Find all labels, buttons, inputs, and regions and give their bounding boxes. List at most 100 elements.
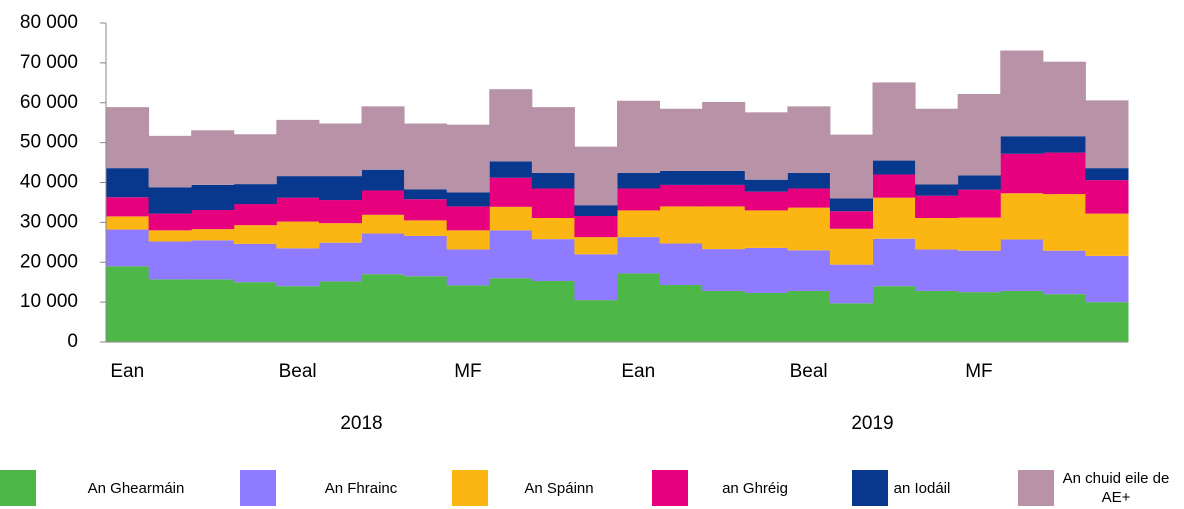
area-step <box>1000 290 1044 342</box>
area-step <box>318 223 362 243</box>
area-step <box>489 161 533 178</box>
area-step <box>531 188 575 218</box>
area-step <box>106 107 150 169</box>
area-step <box>829 228 873 265</box>
area-step <box>1042 194 1086 251</box>
area-step <box>1000 193 1044 240</box>
area-step <box>829 134 873 199</box>
area-step <box>318 281 362 342</box>
area-step <box>191 184 235 211</box>
area-step <box>659 243 703 285</box>
area-step <box>489 230 533 279</box>
area-step <box>872 286 916 342</box>
area-step <box>276 248 320 287</box>
area-step <box>872 160 916 175</box>
area-step <box>787 207 831 251</box>
area-step <box>702 170 746 185</box>
area-step <box>276 119 320 177</box>
area-step <box>446 249 490 286</box>
area-step <box>446 230 490 250</box>
area-step <box>318 176 362 201</box>
x-tick-label: MF <box>965 361 992 382</box>
area-step <box>744 247 788 293</box>
group-label: 2018 <box>340 413 382 434</box>
area-step <box>531 172 575 189</box>
area-step <box>233 184 277 205</box>
legend-label: an Ghréig <box>722 479 788 497</box>
area-step <box>361 169 405 191</box>
area-step <box>404 276 448 342</box>
area-step <box>148 230 192 242</box>
area-step <box>446 192 490 207</box>
area-step <box>574 300 618 342</box>
area-step <box>531 107 575 173</box>
x-tick-label: Ean <box>110 361 144 382</box>
area-step <box>148 279 192 342</box>
area-step <box>744 112 788 180</box>
area-step <box>489 89 533 162</box>
area-step <box>829 211 873 229</box>
area-step <box>659 284 703 342</box>
legend-swatch <box>652 470 688 506</box>
area-step <box>617 172 661 189</box>
area-step <box>1085 168 1129 181</box>
area-step <box>106 266 150 342</box>
area-step <box>787 188 831 208</box>
area-step <box>1085 255 1129 303</box>
area-step <box>957 93 1001 176</box>
y-tick-label: 0 <box>67 331 78 352</box>
x-tick-label: Beal <box>279 361 317 382</box>
area-step <box>531 280 575 342</box>
area-step <box>787 172 831 189</box>
area-step <box>1000 239 1044 291</box>
area-step <box>1042 152 1086 195</box>
area-step <box>829 264 873 304</box>
area-step <box>233 204 277 226</box>
area-step <box>574 254 618 301</box>
area-step <box>361 214 405 234</box>
area-step <box>744 210 788 248</box>
area-step <box>787 106 831 173</box>
area-step <box>191 130 235 185</box>
area-step <box>617 100 661 173</box>
area-step <box>233 243 277 283</box>
legend-label: An Ghearmáin <box>87 479 185 497</box>
area-step <box>276 221 320 249</box>
area-step <box>659 170 703 185</box>
area-step <box>276 176 320 198</box>
y-tick-label: 70 000 <box>20 52 78 73</box>
legend-label: An chuid eile de AE+ <box>1062 470 1170 506</box>
legend-swatch <box>852 470 888 506</box>
area-step <box>106 197 150 217</box>
area-step <box>489 206 533 231</box>
area-step <box>361 190 405 215</box>
y-tick-label: 40 000 <box>20 172 78 193</box>
area-step <box>404 235 448 277</box>
area-step <box>702 184 746 207</box>
area-step <box>872 238 916 287</box>
legend-label: An Fhrainc <box>324 479 398 497</box>
area-step <box>872 197 916 239</box>
y-tick-label: 20 000 <box>20 251 78 272</box>
group-label: 2019 <box>851 413 893 434</box>
area-step <box>1000 153 1044 194</box>
area-step <box>191 279 235 342</box>
y-tick-label: 10 000 <box>20 291 78 312</box>
area-step <box>148 135 192 188</box>
area-step <box>489 177 533 207</box>
area-step <box>915 184 959 196</box>
area-step <box>744 191 788 211</box>
area-step <box>617 237 661 274</box>
area-step <box>404 123 448 190</box>
area-step <box>1000 50 1044 137</box>
area-step <box>617 273 661 342</box>
area-step <box>957 292 1001 342</box>
area-step <box>915 195 959 218</box>
area-step <box>1000 136 1044 154</box>
area-step <box>276 286 320 342</box>
area-step <box>744 179 788 192</box>
area-step <box>872 174 916 198</box>
area-step <box>574 237 618 255</box>
area-step <box>361 274 405 342</box>
